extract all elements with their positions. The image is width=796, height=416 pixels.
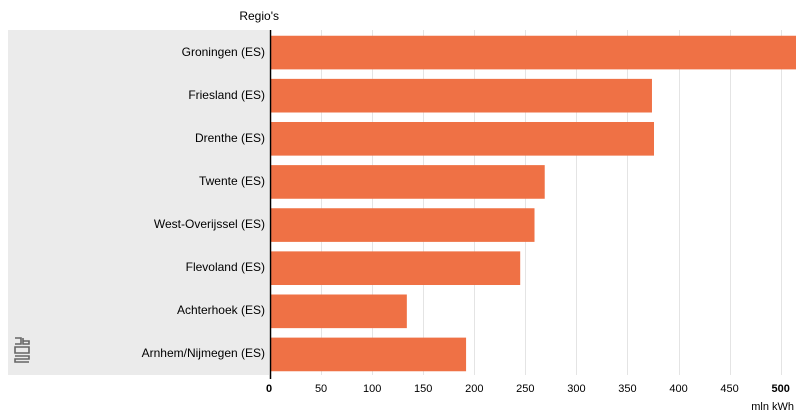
x-tick-label: 200	[465, 383, 483, 395]
category-label: Drenthe (ES)	[194, 130, 265, 145]
bar	[271, 294, 407, 329]
category-label: Arnhem/Nijmegen (ES)	[141, 346, 265, 361]
x-tick-label: 300	[567, 383, 585, 395]
x-axis-unit: mln kWh	[751, 401, 794, 413]
x-tick-label: 400	[669, 383, 687, 395]
category-label: Groningen (ES)	[181, 44, 265, 59]
bar	[271, 35, 796, 70]
x-tick-label: 100	[363, 383, 381, 395]
bar	[271, 121, 655, 156]
bar	[271, 208, 535, 242]
category-label: Friesland (ES)	[188, 87, 265, 102]
x-tick-label: 250	[516, 383, 534, 395]
bar	[271, 78, 652, 113]
category-label: Achterhoek (ES)	[176, 303, 265, 318]
bar	[271, 165, 545, 199]
x-tick-label: 450	[720, 383, 738, 395]
x-tick-label: 150	[414, 383, 432, 395]
category-label: West-Overijssel (ES)	[153, 217, 265, 232]
x-tick-label: 0	[266, 383, 272, 395]
cbs-logo-icon	[14, 337, 30, 363]
x-tick-label: 50	[315, 383, 327, 395]
category-label: Twente (ES)	[198, 173, 265, 188]
column-header: Regio's	[239, 9, 279, 23]
bar	[271, 337, 467, 372]
bar	[271, 251, 521, 286]
category-label: Flevoland (ES)	[185, 260, 265, 275]
category-label-panel	[8, 30, 269, 375]
x-tick-label: 500	[771, 383, 789, 395]
x-tick-label: 350	[618, 383, 636, 395]
